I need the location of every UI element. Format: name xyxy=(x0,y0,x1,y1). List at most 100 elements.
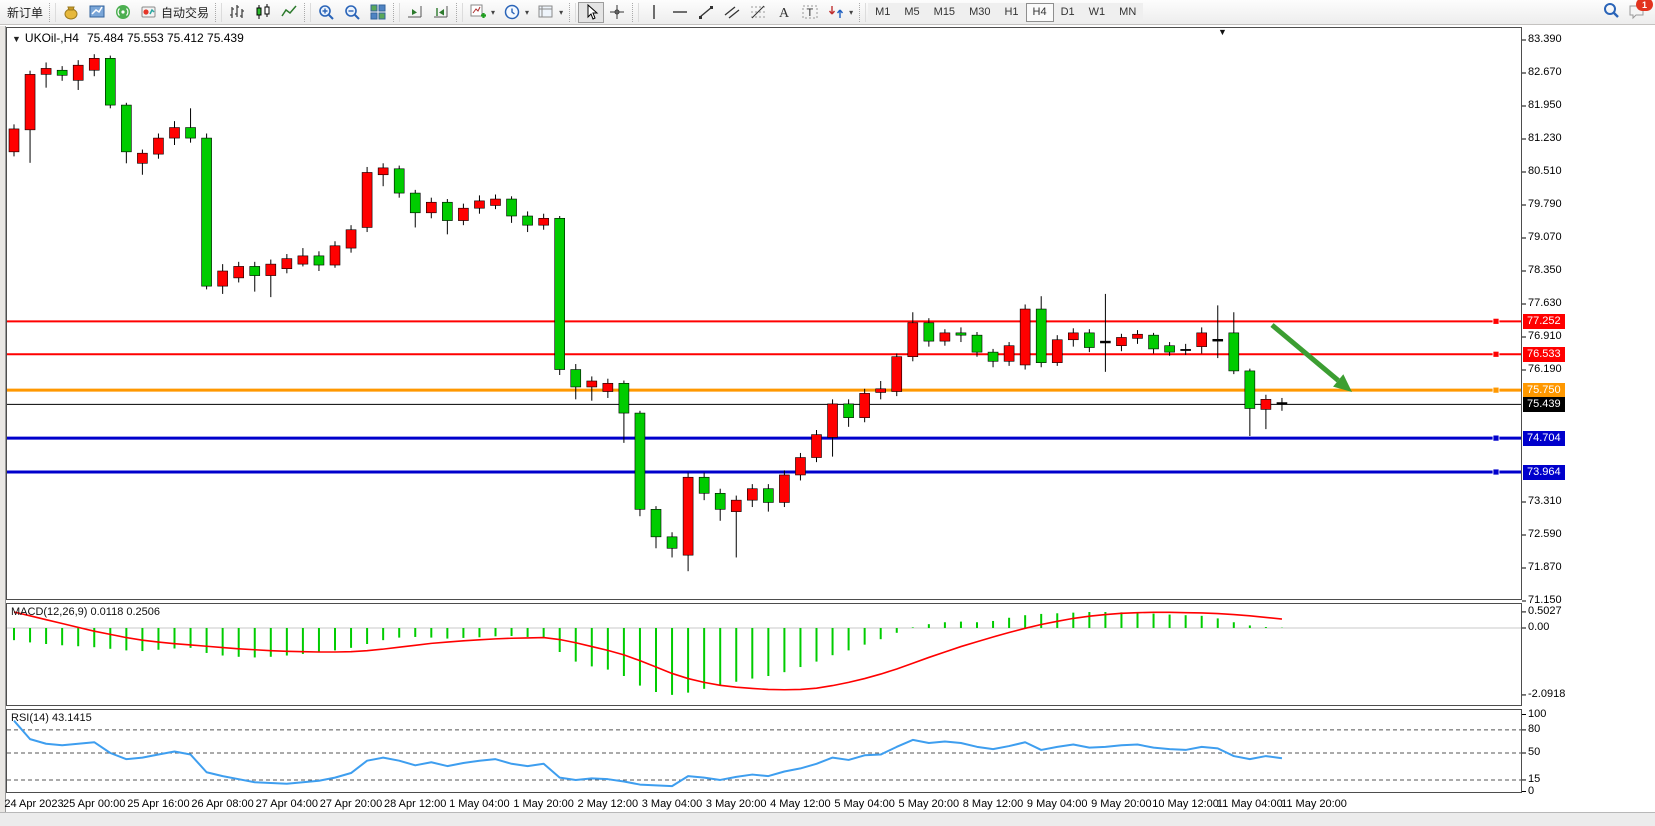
crosshair-button[interactable] xyxy=(604,2,630,23)
time-axis-label: 2 May 12:00 xyxy=(577,798,639,810)
svg-text:T: T xyxy=(807,7,814,19)
text-icon: A xyxy=(779,6,790,21)
text-button[interactable]: A xyxy=(771,2,797,23)
auto-trading-label: 自动交易 xyxy=(161,5,210,20)
horizontal-line-button[interactable] xyxy=(667,2,693,23)
timeframe-h4-button[interactable]: H4 xyxy=(1025,2,1054,22)
timeframe-w1-button[interactable]: W1 xyxy=(1081,2,1113,22)
tile-windows-icon xyxy=(370,4,386,20)
toolbar-separator xyxy=(569,2,577,22)
add-indicator-icon xyxy=(470,4,487,18)
time-axis-label: 3 May 04:00 xyxy=(641,798,703,810)
time-axis-label: 9 May 04:00 xyxy=(1026,798,1088,810)
time-axis-label: 1 May 20:00 xyxy=(513,798,574,810)
rsi-tick-label: 100 xyxy=(1528,707,1547,720)
price-tick-label: 79.070 xyxy=(1528,230,1562,243)
price-tick-label: 83.390 xyxy=(1528,33,1562,45)
new-order-label: 新订单 xyxy=(7,5,44,20)
new-order-button[interactable]: 新订单 xyxy=(3,2,47,23)
toolbar-separator xyxy=(215,2,223,22)
market-watch-button[interactable] xyxy=(84,2,110,23)
timeframe-m5-button[interactable]: M5 xyxy=(897,2,927,22)
time-axis-label: 5 May 04:00 xyxy=(834,798,895,810)
crosshair-icon xyxy=(610,5,625,19)
time-axis-label: 27 Apr 04:00 xyxy=(255,798,318,810)
fibonacci-button[interactable] xyxy=(745,2,771,23)
time-axis-label: 9 May 20:00 xyxy=(1091,798,1152,810)
auto-scroll-button[interactable] xyxy=(402,2,428,23)
timeframe-m15-button[interactable]: M15 xyxy=(926,2,963,22)
bar-chart-button[interactable] xyxy=(224,2,250,23)
price-tick-label: 80.510 xyxy=(1528,164,1562,177)
auto-trading-button[interactable]: 自动交易 xyxy=(136,2,213,23)
line-chart-button[interactable] xyxy=(276,2,302,23)
chart-title: ▼ UKOil-,H4 75.484 75.553 75.412 75.439 xyxy=(12,31,244,45)
chart-shift-button[interactable] xyxy=(428,2,454,23)
time-axis-label: 8 May 12:00 xyxy=(962,798,1024,810)
search-button[interactable] xyxy=(1602,1,1620,24)
cursor-icon xyxy=(587,3,599,20)
equidistant-channel-button[interactable] xyxy=(719,2,745,23)
zoom-in-icon xyxy=(319,5,334,20)
chart-ohlc-values: 75.484 75.553 75.412 75.439 xyxy=(86,31,244,45)
signals-icon xyxy=(116,5,131,19)
periods-button[interactable]: ▾ xyxy=(499,2,533,23)
periods-icon xyxy=(504,4,520,20)
price-tick-label: 82.670 xyxy=(1528,65,1562,78)
tile-windows-button[interactable] xyxy=(365,2,391,23)
main-toolbar: 新订单 自动交易 ▾ ▾ ▾ A T ▾ M1 M5 M15 M30 H1 H4 D1 W1 MN 1 xyxy=(0,0,1655,25)
price-tick-label: 71.870 xyxy=(1528,560,1562,573)
add-indicator-button[interactable]: ▾ xyxy=(465,2,499,23)
time-axis-label: 11 May 04:00 xyxy=(1216,798,1283,810)
price-tick-label: 72.590 xyxy=(1528,527,1562,540)
rsi-indicator-label: RSI(14) 43.1415 xyxy=(11,712,92,724)
time-axis-label: 5 May 20:00 xyxy=(898,798,960,810)
vertical-line-button[interactable] xyxy=(641,2,667,23)
zoom-in-button[interactable] xyxy=(313,2,339,23)
status-bar xyxy=(0,812,1655,826)
price-tick-label: 81.950 xyxy=(1528,98,1562,111)
svg-text:A: A xyxy=(779,6,790,21)
periods-dropdown-icon[interactable]: ▾ xyxy=(525,7,530,17)
signals-button[interactable] xyxy=(110,2,136,23)
add-indicator-dropdown-icon[interactable]: ▾ xyxy=(491,7,496,17)
trendline-button[interactable] xyxy=(693,2,719,23)
auto-scroll-icon xyxy=(408,6,422,18)
price-tick-label: 77.630 xyxy=(1528,296,1562,309)
price-tick-label: 73.310 xyxy=(1528,494,1562,507)
templates-button[interactable]: ▾ xyxy=(533,2,567,23)
macd-tick-label: 0.5027 xyxy=(1528,604,1562,617)
price-chart-panel[interactable] xyxy=(6,27,1522,600)
gold-button[interactable] xyxy=(58,2,84,23)
timeframe-m1-button[interactable]: M1 xyxy=(868,2,898,22)
price-line-tag: 75.750 xyxy=(1523,383,1565,399)
chart-symbol-label: UKOil-,H4 xyxy=(24,31,79,45)
price-tick-label: 79.790 xyxy=(1528,197,1562,210)
time-axis-label: 27 Apr 20:00 xyxy=(319,798,383,810)
timeframe-h1-button[interactable]: H1 xyxy=(997,2,1026,22)
arrows-button[interactable]: ▾ xyxy=(823,2,857,23)
chart-collapse-icon[interactable]: ▼ xyxy=(12,34,21,44)
timeframe-mn-button[interactable]: MN xyxy=(1112,2,1144,22)
text-label-button[interactable]: T xyxy=(797,2,823,23)
timeframe-d1-button[interactable]: D1 xyxy=(1053,2,1082,22)
toolbar-separator xyxy=(393,2,401,22)
notification-badge[interactable]: 1 xyxy=(1636,0,1653,11)
cursor-button[interactable] xyxy=(578,1,605,23)
time-axis-label: 3 May 20:00 xyxy=(705,798,767,810)
price-line-tag: 73.964 xyxy=(1523,465,1565,481)
rsi-panel[interactable] xyxy=(6,709,1522,793)
chart-shift-marker[interactable]: ▼ xyxy=(1218,27,1227,37)
zoom-out-button[interactable] xyxy=(339,2,365,23)
chat-button[interactable]: 1 xyxy=(1628,0,1653,21)
macd-tick-label: 0.00 xyxy=(1528,621,1550,633)
time-axis-label: 28 Apr 12:00 xyxy=(383,798,447,810)
price-tick-label: 76.910 xyxy=(1528,329,1562,342)
line-chart-icon xyxy=(281,5,297,17)
candlestick-chart-button[interactable] xyxy=(250,2,276,23)
templates-dropdown-icon[interactable]: ▾ xyxy=(559,7,564,17)
price-tick-label: 81.230 xyxy=(1528,131,1562,144)
timeframe-m30-button[interactable]: M30 xyxy=(962,2,998,22)
arrows-dropdown-icon[interactable]: ▾ xyxy=(849,7,854,17)
macd-panel[interactable] xyxy=(6,603,1522,706)
